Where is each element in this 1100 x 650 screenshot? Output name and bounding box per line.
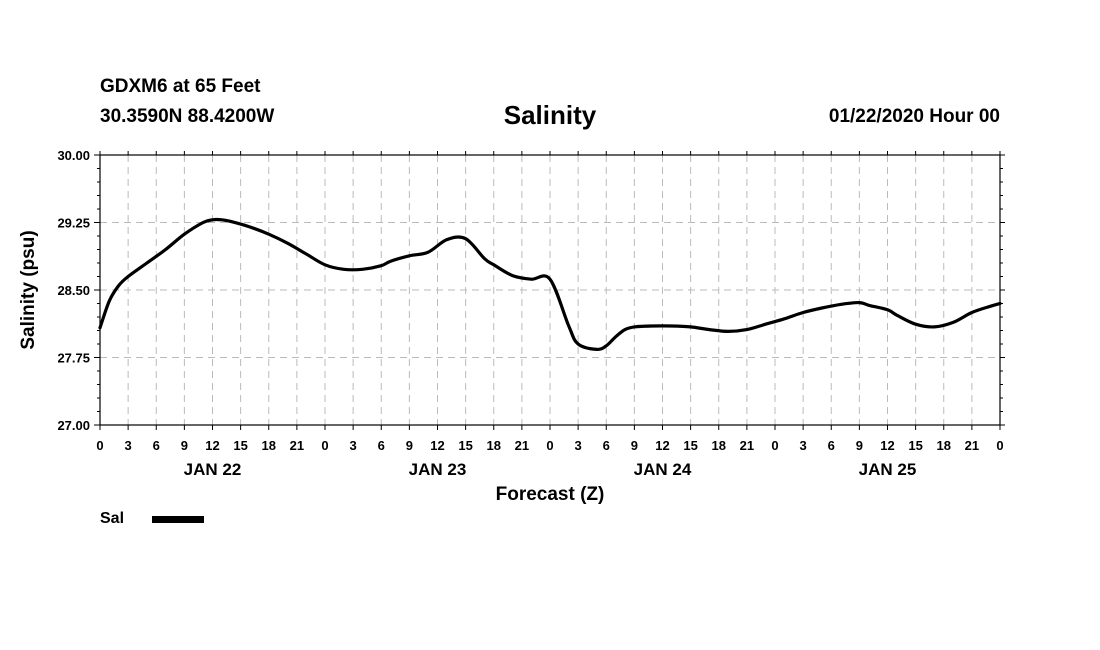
x-tick-label: 18 — [262, 438, 276, 453]
x-tick-label: 0 — [546, 438, 553, 453]
x-tick-label: 3 — [575, 438, 582, 453]
plot-frame — [99, 154, 1001, 426]
forecast-timestamp: 01/22/2020 Hour 00 — [828, 106, 1000, 127]
x-tick-label: 12 — [430, 438, 444, 453]
x-tick-label: 15 — [458, 438, 472, 453]
x-tick-label: 18 — [487, 438, 501, 453]
x-tick-label: 6 — [603, 438, 610, 453]
x-tick-label: 3 — [800, 438, 807, 453]
grid-layer — [100, 155, 1000, 425]
x-tick-label: 18 — [712, 438, 726, 453]
x-tick-label: 6 — [828, 438, 835, 453]
x-tick-label: 21 — [515, 438, 529, 453]
label-layer: 27.00 27.75 28.50 29.25 30.00 0 3 6 9 12 15 18 21 0 3 6… — [57, 148, 1003, 479]
day-label: JAN 24 — [634, 460, 692, 479]
day-label: JAN 23 — [409, 460, 467, 479]
legend-swatch — [152, 515, 205, 523]
x-tick-label: 6 — [378, 438, 385, 453]
chart-title: Salinity — [503, 100, 597, 130]
x-tick-label: 3 — [125, 438, 132, 453]
y-axis-label: Salinity (psu) — [18, 230, 39, 349]
x-tick-label: 3 — [350, 438, 357, 453]
x-tick-label: 21 — [740, 438, 754, 453]
x-tick-label: 9 — [856, 438, 863, 453]
day-label: JAN 25 — [859, 460, 917, 479]
y-tick-label: 29.25 — [57, 216, 90, 231]
y-tick-label: 28.50 — [57, 283, 90, 298]
x-tick-label: 21 — [965, 438, 979, 453]
day-label: JAN 22 — [184, 460, 242, 479]
station-label: GDXM6 at 65 Feet — [100, 76, 261, 97]
y-tick-label: 27.75 — [57, 351, 90, 366]
x-tick-label: 0 — [771, 438, 778, 453]
tick-layer — [94, 151, 1005, 430]
x-tick-label: 15 — [683, 438, 697, 453]
x-tick-label: 9 — [406, 438, 413, 453]
x-tick-label: 12 — [880, 438, 894, 453]
y-tick-label: 27.00 — [57, 418, 90, 433]
x-tick-label: 9 — [181, 438, 188, 453]
station-coordinates: 30.3590N 88.4200W — [100, 106, 275, 127]
x-tick-label: 0 — [96, 438, 103, 453]
series-layer — [98, 217, 1002, 352]
x-tick-label: 9 — [631, 438, 638, 453]
x-tick-label: 15 — [908, 438, 922, 453]
x-tick-label: 15 — [233, 438, 247, 453]
legend: Sal — [100, 510, 205, 528]
x-tick-label: 6 — [153, 438, 160, 453]
x-tick-label: 18 — [937, 438, 951, 453]
y-tick-label: 30.00 — [57, 148, 90, 163]
series-line-sal — [98, 217, 1002, 352]
x-tick-label: 21 — [290, 438, 304, 453]
x-tick-label: 0 — [321, 438, 328, 453]
x-tick-label: 12 — [655, 438, 669, 453]
x-axis-label: Forecast (Z) — [496, 484, 605, 505]
x-tick-label: 12 — [205, 438, 219, 453]
x-tick-label: 0 — [996, 438, 1003, 453]
legend-label: Sal — [100, 510, 125, 527]
